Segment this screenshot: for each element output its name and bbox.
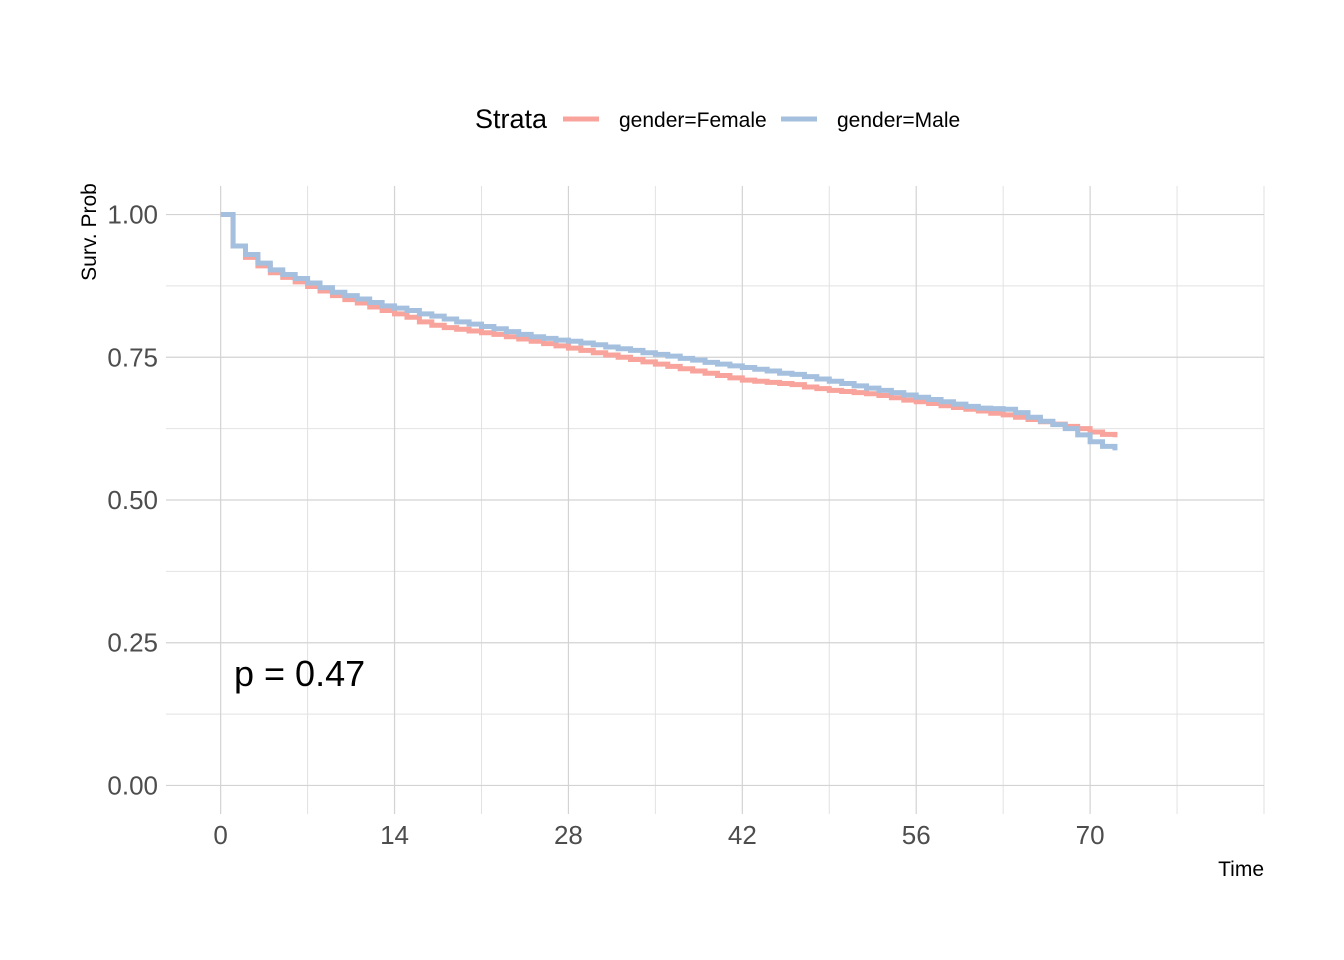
legend: Strata gender=Female gender=Male bbox=[475, 104, 960, 134]
y-tick-label: 0.25 bbox=[107, 628, 158, 658]
grid-layer bbox=[166, 186, 1265, 814]
series-layer bbox=[220, 212, 1118, 451]
x-tick-label: 0 bbox=[213, 820, 227, 850]
x-axis-title: Time bbox=[1218, 858, 1264, 881]
y-axis-title: Surv. Prob bbox=[78, 183, 101, 281]
y-tick-label: 1.00 bbox=[107, 200, 158, 230]
y-tick-label: 0.75 bbox=[107, 342, 158, 372]
legend-label-male: gender=Male bbox=[837, 109, 960, 132]
x-tick-label: 70 bbox=[1076, 820, 1105, 850]
survival-curve-male bbox=[220, 212, 1118, 451]
y-tick-label: 0.50 bbox=[107, 485, 158, 515]
legend-label-female: gender=Female bbox=[619, 109, 767, 132]
x-tick-label: 42 bbox=[728, 820, 757, 850]
legend-title: Strata bbox=[475, 104, 548, 134]
survival-curve-female bbox=[220, 212, 1118, 438]
p-value-annotation: p = 0.47 bbox=[234, 653, 365, 694]
x-tick-label: 28 bbox=[554, 820, 583, 850]
axis-layer: 0 14 28 42 56 70 0.00 0.25 0.50 0.75 1.00 bbox=[107, 200, 1104, 850]
x-tick-label: 56 bbox=[902, 820, 931, 850]
x-tick-label: 14 bbox=[380, 820, 409, 850]
y-tick-label: 0.00 bbox=[107, 770, 158, 800]
